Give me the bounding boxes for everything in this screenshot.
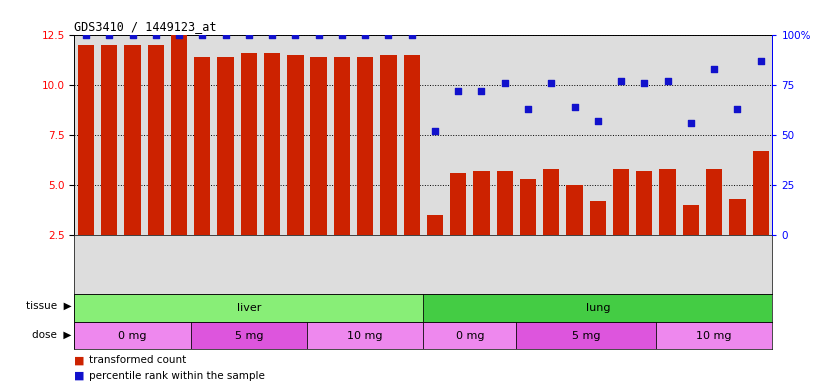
Bar [380,55,396,235]
Bar [473,170,490,235]
Point [754,58,767,64]
Bar [450,172,467,235]
Bar [357,56,373,235]
Bar [78,45,94,235]
Bar [74,294,424,322]
Bar [567,185,582,235]
Point [358,31,372,38]
Point [544,79,558,86]
Bar [659,169,676,235]
Bar [101,45,117,235]
Point [219,31,232,38]
Point [661,78,674,84]
Text: dose  ▶: dose ▶ [32,330,72,340]
Bar [520,179,536,235]
Text: ■: ■ [74,371,85,381]
Bar [683,205,699,235]
Bar [544,169,559,235]
Text: lung: lung [586,303,610,313]
Point [102,31,116,38]
Point [638,79,651,86]
Point [591,118,605,124]
Point [126,31,139,38]
Bar [424,294,772,322]
Bar [240,53,257,235]
Bar [752,151,769,235]
Text: percentile rank within the sample: percentile rank within the sample [89,371,265,381]
Bar [171,35,188,235]
Bar [191,322,307,349]
Text: 10 mg: 10 mg [696,331,732,341]
Bar [287,55,303,235]
Text: tissue  ▶: tissue ▶ [26,301,72,311]
Text: ■: ■ [74,355,85,365]
Point [708,66,721,72]
Point [242,31,255,38]
Bar [656,322,772,349]
Bar [194,56,211,235]
Bar [404,55,420,235]
Bar [427,215,443,235]
Point [521,106,534,112]
Bar [334,56,350,235]
Point [79,31,93,38]
Bar [307,322,424,349]
Point [615,78,628,84]
Point [452,88,465,94]
Point [196,31,209,38]
Point [289,31,302,38]
Point [568,104,582,110]
Bar [125,45,140,235]
Point [382,31,395,38]
Bar [613,169,629,235]
Point [405,31,418,38]
Point [429,127,442,134]
Bar [424,322,516,349]
Point [312,31,325,38]
Point [150,31,163,38]
Bar [590,200,606,235]
Bar [706,169,722,235]
Bar [217,56,234,235]
Bar [516,322,656,349]
Text: 5 mg: 5 mg [572,331,601,341]
Text: transformed count: transformed count [89,355,187,365]
Point [684,119,697,126]
Text: GDS3410 / 1449123_at: GDS3410 / 1449123_at [74,20,217,33]
Point [475,88,488,94]
Text: liver: liver [236,303,261,313]
Point [335,31,349,38]
Text: 0 mg: 0 mg [456,331,484,341]
Bar [148,45,164,235]
Point [173,31,186,38]
Point [498,79,511,86]
Point [731,106,744,112]
Text: 10 mg: 10 mg [348,331,383,341]
Bar [729,199,746,235]
Bar [74,322,191,349]
Bar [264,53,280,235]
Bar [636,170,653,235]
Bar [311,56,327,235]
Point [265,31,278,38]
Bar [496,170,513,235]
Text: 5 mg: 5 mg [235,331,263,341]
Text: 0 mg: 0 mg [118,331,147,341]
